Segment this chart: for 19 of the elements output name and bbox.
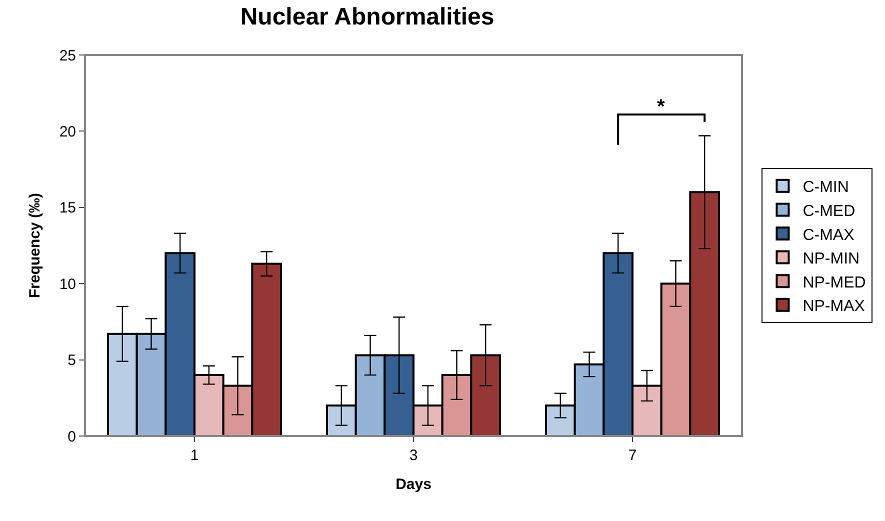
y-tick-label: 25	[59, 47, 76, 64]
legend-label: C-MAX	[802, 226, 855, 244]
y-tick-label: 0	[68, 428, 76, 446]
x-tick-label: 3	[409, 447, 418, 464]
y-tick-label: 5	[68, 352, 76, 370]
y-tick-label: 15	[59, 200, 76, 217]
y-tick-label: 10	[59, 276, 76, 293]
x-axis-title: Days	[396, 476, 432, 493]
x-tick-label: 1	[190, 447, 199, 464]
legend-label: NP-MIN	[802, 250, 860, 268]
annotation: *	[657, 96, 665, 118]
y-tick-label: 20	[59, 123, 76, 140]
legend-label: C-MED	[802, 202, 856, 220]
legend-label: C-MIN	[802, 179, 849, 196]
x-tick-label: 7	[628, 447, 637, 464]
y-axis-title: Frequency (‰)	[26, 192, 44, 298]
legend-label: NP-MED	[802, 274, 866, 292]
legend-label: NP-MAX	[802, 298, 866, 316]
chart-title: Nuclear Abnormalities	[240, 4, 494, 31]
